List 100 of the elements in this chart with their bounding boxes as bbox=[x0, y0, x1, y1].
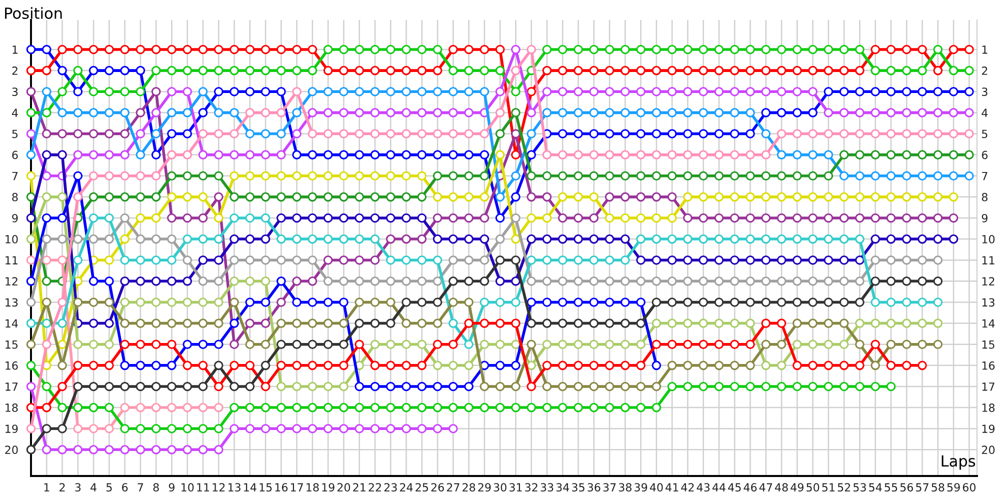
point bbox=[839, 213, 849, 223]
point bbox=[292, 298, 302, 307]
point bbox=[120, 129, 130, 138]
point bbox=[245, 234, 255, 244]
point bbox=[495, 382, 505, 392]
point bbox=[620, 402, 630, 412]
point bbox=[370, 424, 380, 434]
point bbox=[151, 360, 161, 370]
point bbox=[855, 276, 864, 286]
point bbox=[808, 255, 818, 265]
y2-tick-label: 11 bbox=[982, 256, 994, 264]
point bbox=[855, 340, 864, 350]
y-tick-label: 2 bbox=[12, 66, 18, 75]
x-axis-title: Laps bbox=[942, 455, 976, 470]
point bbox=[652, 213, 662, 223]
x-tick-label: 55 bbox=[884, 483, 898, 492]
point bbox=[245, 382, 255, 392]
point bbox=[88, 382, 98, 392]
point bbox=[558, 318, 568, 328]
point bbox=[292, 382, 302, 392]
point bbox=[652, 276, 662, 286]
point bbox=[918, 234, 927, 244]
point bbox=[604, 255, 614, 265]
point bbox=[88, 402, 98, 412]
point bbox=[902, 213, 912, 223]
point bbox=[402, 424, 411, 434]
x-tick-label: 6 bbox=[122, 483, 128, 492]
point bbox=[589, 192, 599, 202]
point bbox=[136, 445, 146, 454]
point bbox=[58, 255, 67, 265]
point bbox=[370, 298, 380, 307]
point bbox=[417, 213, 427, 223]
point bbox=[604, 298, 614, 307]
point bbox=[667, 382, 677, 392]
point bbox=[511, 360, 520, 370]
point bbox=[58, 402, 67, 412]
point bbox=[480, 234, 490, 244]
point bbox=[182, 382, 192, 392]
point bbox=[42, 129, 52, 138]
point bbox=[104, 402, 114, 412]
point bbox=[26, 298, 36, 307]
point bbox=[870, 192, 880, 202]
point bbox=[323, 360, 333, 370]
point bbox=[730, 213, 740, 223]
x-tick-label: 7 bbox=[138, 483, 144, 492]
point bbox=[855, 318, 864, 328]
point bbox=[104, 298, 114, 307]
point bbox=[151, 340, 161, 350]
point bbox=[448, 298, 458, 307]
point bbox=[683, 255, 692, 265]
point bbox=[73, 382, 83, 392]
point bbox=[167, 382, 176, 392]
point bbox=[698, 213, 708, 223]
point bbox=[198, 445, 208, 454]
point bbox=[652, 382, 662, 392]
point bbox=[574, 318, 583, 328]
point bbox=[198, 213, 208, 223]
point bbox=[73, 445, 83, 454]
point bbox=[683, 382, 692, 392]
point bbox=[136, 298, 146, 307]
x-tick-label: 49 bbox=[790, 483, 804, 492]
point bbox=[58, 360, 67, 370]
point bbox=[870, 276, 880, 286]
point bbox=[824, 255, 834, 265]
point bbox=[480, 382, 490, 392]
y-tick-label: 20 bbox=[5, 446, 18, 454]
point bbox=[511, 255, 520, 265]
point bbox=[746, 213, 755, 223]
y2-tick-label: 8 bbox=[982, 192, 988, 202]
point bbox=[511, 129, 520, 138]
point bbox=[214, 298, 224, 307]
x-tick-label: 3 bbox=[75, 483, 81, 492]
x-tick-label: 9 bbox=[168, 483, 174, 492]
y2-tick-label: 5 bbox=[982, 130, 988, 138]
point bbox=[417, 234, 427, 244]
x-tick-label: 15 bbox=[260, 483, 272, 492]
point bbox=[464, 234, 474, 244]
y2-tick-label: 13 bbox=[982, 298, 994, 307]
point bbox=[620, 234, 630, 244]
point bbox=[918, 276, 927, 286]
point bbox=[26, 382, 36, 392]
point bbox=[230, 360, 239, 370]
x-tick-label: 8 bbox=[153, 483, 159, 492]
x-tick-label: 13 bbox=[228, 483, 240, 492]
point bbox=[589, 382, 599, 392]
x-tick-label: 51 bbox=[822, 483, 834, 492]
point bbox=[136, 402, 146, 412]
point bbox=[542, 234, 552, 244]
point bbox=[636, 255, 646, 265]
point bbox=[574, 192, 583, 202]
point bbox=[792, 298, 802, 307]
point bbox=[808, 276, 818, 286]
point bbox=[808, 360, 818, 370]
x-tick-label: 30 bbox=[494, 483, 506, 492]
point bbox=[323, 318, 333, 328]
point bbox=[448, 318, 458, 328]
x-tick-label: 50 bbox=[806, 483, 820, 492]
x-tick-label: 25 bbox=[416, 483, 428, 492]
point bbox=[354, 171, 364, 181]
point bbox=[42, 402, 52, 412]
